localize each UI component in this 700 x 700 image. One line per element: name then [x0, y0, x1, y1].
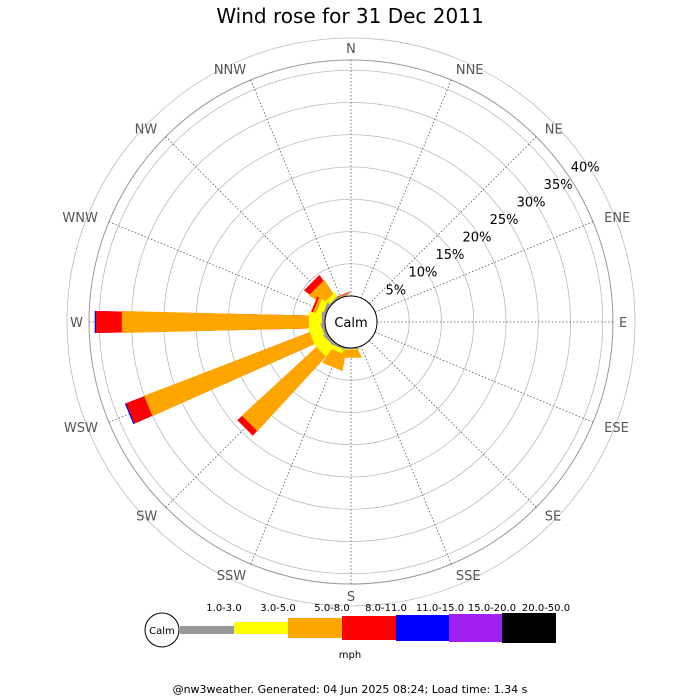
ring-label-30: 30% [517, 195, 546, 210]
ring-label-25: 25% [490, 213, 519, 228]
bar-w-bin-2 [121, 311, 325, 333]
compass-label-e: E [619, 316, 627, 331]
ring-label-5: 5% [386, 283, 407, 298]
spoke-ese [374, 331, 594, 423]
legend-label-0: 1.0-3.0 [206, 603, 241, 614]
calm-label: Calm [334, 316, 367, 331]
legend-label-3: 8.0-11.0 [365, 603, 407, 614]
legend-swatch-0 [180, 626, 234, 634]
ring-label-20: 20% [463, 231, 492, 246]
footer-note: @nw3weather. Generated: 04 Jun 2025 08:2… [172, 683, 528, 696]
legend-swatch-1 [234, 622, 288, 634]
ring-label-35: 35% [544, 178, 573, 193]
compass-label-se: SE [545, 510, 561, 525]
spoke-nne [360, 79, 452, 299]
bar-s-bin-2 [340, 348, 362, 358]
legend-swatch-5 [449, 614, 502, 642]
calm-circle [324, 295, 378, 349]
spoke-ssw [250, 345, 342, 565]
compass-label-wnw: WNW [62, 211, 98, 226]
legend-label-6: 20.0-50.0 [522, 603, 570, 614]
bar-nnw-bin-0 [330, 292, 351, 301]
legend-calm-circle [144, 612, 180, 648]
compass-label-sse: SSE [456, 569, 481, 584]
legend-swatch-6 [502, 613, 556, 643]
legend-swatch-4 [396, 615, 450, 641]
legend-label-2: 5.0-8.0 [314, 603, 349, 614]
legend-label-1: 3.0-5.0 [260, 603, 295, 614]
compass-label-wsw: WSW [64, 421, 98, 436]
legend-swatch-3 [342, 616, 396, 640]
bar-sw-bin-2 [241, 336, 337, 432]
legend-label-5: 15.0-20.0 [468, 603, 516, 614]
legend-swatch-2 [288, 618, 342, 638]
compass-label-ese: ESE [604, 421, 629, 436]
bar-s-bin-0 [340, 348, 362, 350]
compass-label-w: W [70, 316, 83, 331]
compass-label-sw: SW [136, 510, 157, 525]
compass-label-nw: NW [135, 122, 158, 137]
legend-unit: mph [339, 650, 361, 661]
spoke-nw [165, 136, 333, 304]
compass-label-nnw: NNW [214, 63, 246, 78]
spoke-nnw [250, 79, 342, 299]
legend-label-4: 11.0-15.0 [416, 603, 464, 614]
ring-label-40: 40% [571, 160, 600, 175]
ring-label-15: 15% [435, 248, 464, 263]
spoke-sse [360, 345, 452, 565]
spoke-ene [374, 221, 594, 313]
compass-label-s: S [347, 590, 355, 605]
bar-wsw-bin-2 [144, 326, 330, 417]
compass-label-nne: NNE [456, 63, 484, 78]
ring-label-10: 10% [408, 266, 437, 281]
spoke-ne [369, 136, 537, 304]
wind-bars [94, 274, 362, 436]
spoke-wnw [108, 221, 328, 313]
spoke-se [369, 340, 537, 508]
bar-nnw-bin-2 [330, 292, 351, 301]
compass-label-ne: NE [545, 122, 563, 137]
compass-label-n: N [346, 42, 356, 57]
grid-ring [66, 37, 636, 607]
compass-label-ssw: SSW [217, 569, 247, 584]
legend-calm-label: Calm [149, 626, 175, 637]
legend: Calm 1.0-3.0 3.0-5.0 5.0-8.0 8.0-11.0 11.0-15… [144, 603, 570, 661]
compass-label-ene: ENE [604, 211, 630, 226]
chart-title: Wind rose for 31 Dec 2011 [216, 4, 484, 28]
